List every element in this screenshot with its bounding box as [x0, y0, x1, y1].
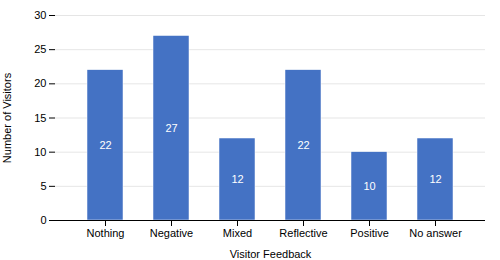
svg-text:10: 10	[363, 180, 375, 192]
svg-text:Nothing: Nothing	[87, 227, 125, 239]
svg-text:5: 5	[40, 180, 46, 192]
svg-text:Mixed: Mixed	[223, 227, 252, 239]
svg-text:Number of Visitors: Number of Visitors	[1, 72, 13, 163]
svg-text:Visitor Feedback: Visitor Feedback	[230, 248, 312, 260]
svg-text:0: 0	[40, 214, 46, 226]
svg-text:10: 10	[34, 146, 46, 158]
svg-text:22: 22	[99, 139, 111, 151]
svg-text:30: 30	[34, 9, 46, 21]
svg-text:12: 12	[429, 173, 441, 185]
svg-text:15: 15	[34, 112, 46, 124]
svg-text:20: 20	[34, 77, 46, 89]
svg-text:Reflective: Reflective	[279, 227, 327, 239]
svg-text:Negative: Negative	[150, 227, 193, 239]
svg-text:12: 12	[231, 173, 243, 185]
svg-text:No answer: No answer	[409, 227, 462, 239]
svg-text:Positive: Positive	[350, 227, 389, 239]
svg-text:27: 27	[165, 122, 177, 134]
svg-text:22: 22	[297, 139, 309, 151]
svg-text:25: 25	[34, 43, 46, 55]
